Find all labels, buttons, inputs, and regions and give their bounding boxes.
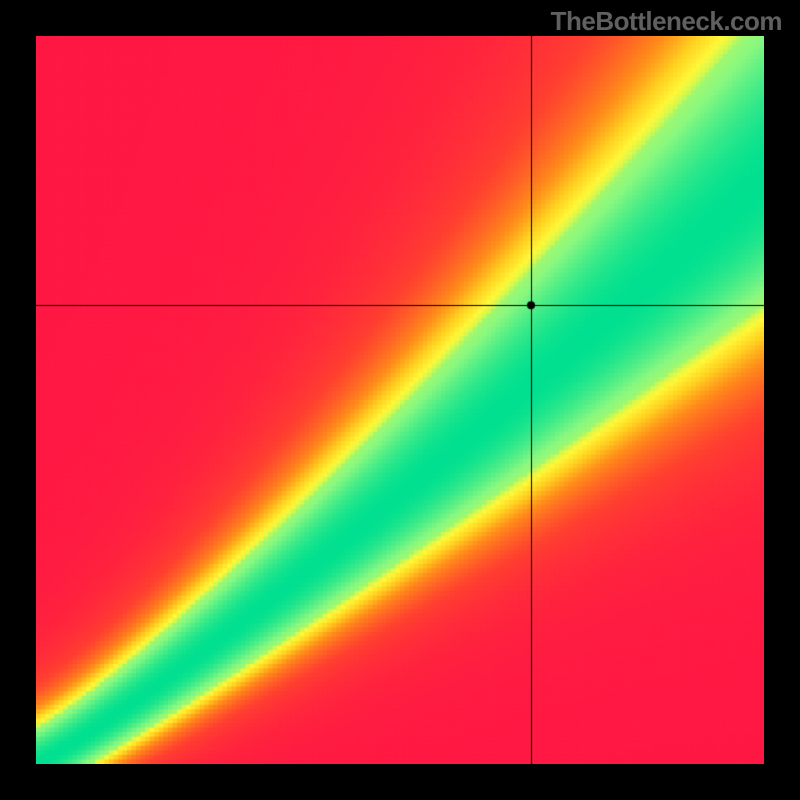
chart-container: TheBottleneck.com bbox=[0, 0, 800, 800]
bottleneck-heatmap bbox=[36, 36, 764, 764]
watermark-text: TheBottleneck.com bbox=[551, 6, 782, 37]
